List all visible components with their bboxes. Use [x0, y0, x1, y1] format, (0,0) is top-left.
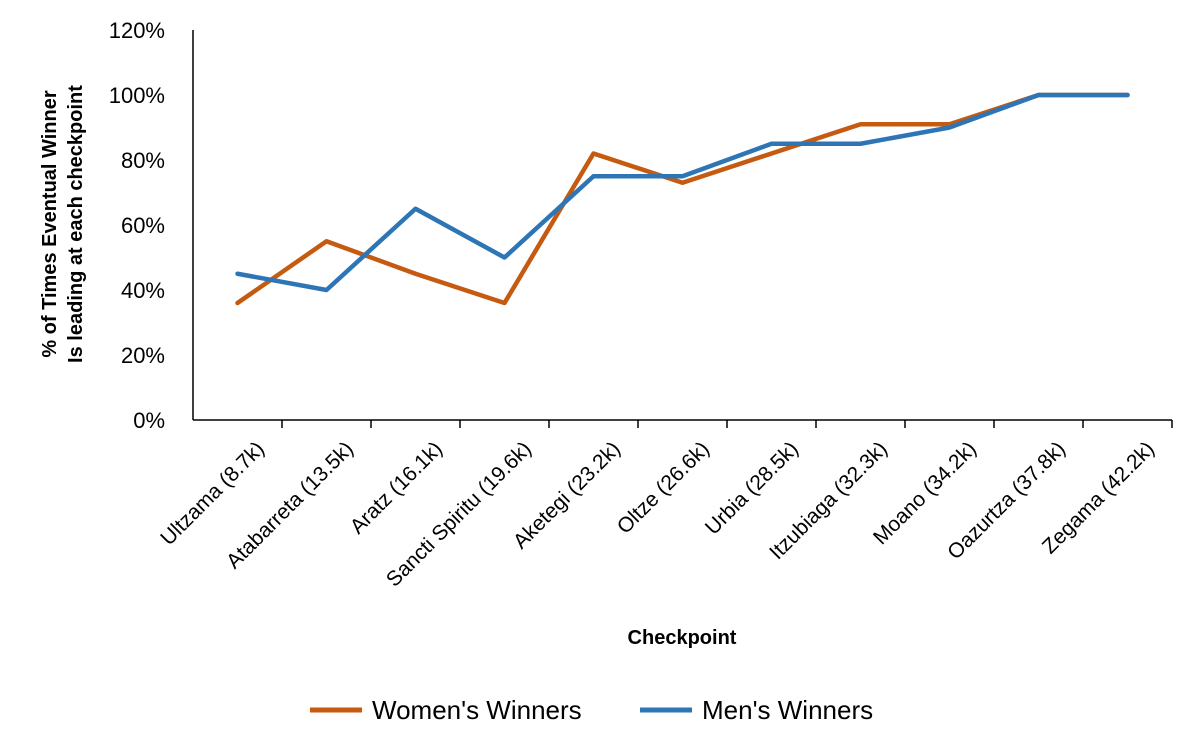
legend-label: Women's Winners — [372, 695, 582, 725]
y-axis-title-line2: Is leading at each checkpoint — [65, 85, 87, 363]
y-axis-title-line1: % of Times Eventual Winner — [39, 90, 61, 358]
y-tick-label: 60% — [121, 213, 165, 238]
series-line — [235, 92, 1130, 306]
y-tick-label: 120% — [109, 18, 165, 43]
x-axis-title: Checkpoint — [628, 627, 737, 649]
x-tick-label: Aratz (16.1k) — [346, 437, 447, 538]
x-axis-ticks: Ultzama (8.7k)Atabarreta (13.5k)Aratz (1… — [156, 420, 1173, 591]
series-layer — [235, 92, 1130, 306]
y-axis-ticks: 0% 20% 40% 60% 80% 100% 120% — [109, 18, 165, 433]
y-tick-label: 100% — [109, 83, 165, 108]
y-tick-label: 0% — [133, 408, 165, 433]
y-tick-label: 20% — [121, 343, 165, 368]
x-tick-label: Sancti Spiritu (19.6k) — [382, 437, 536, 591]
legend: Women's Winners Men's Winners — [310, 695, 873, 725]
y-tick-label: 80% — [121, 148, 165, 173]
series-line — [235, 92, 1130, 293]
legend-label: Men's Winners — [702, 695, 873, 725]
y-tick-label: 40% — [121, 278, 165, 303]
x-tick-label: Oltze (26.6k) — [613, 437, 714, 538]
